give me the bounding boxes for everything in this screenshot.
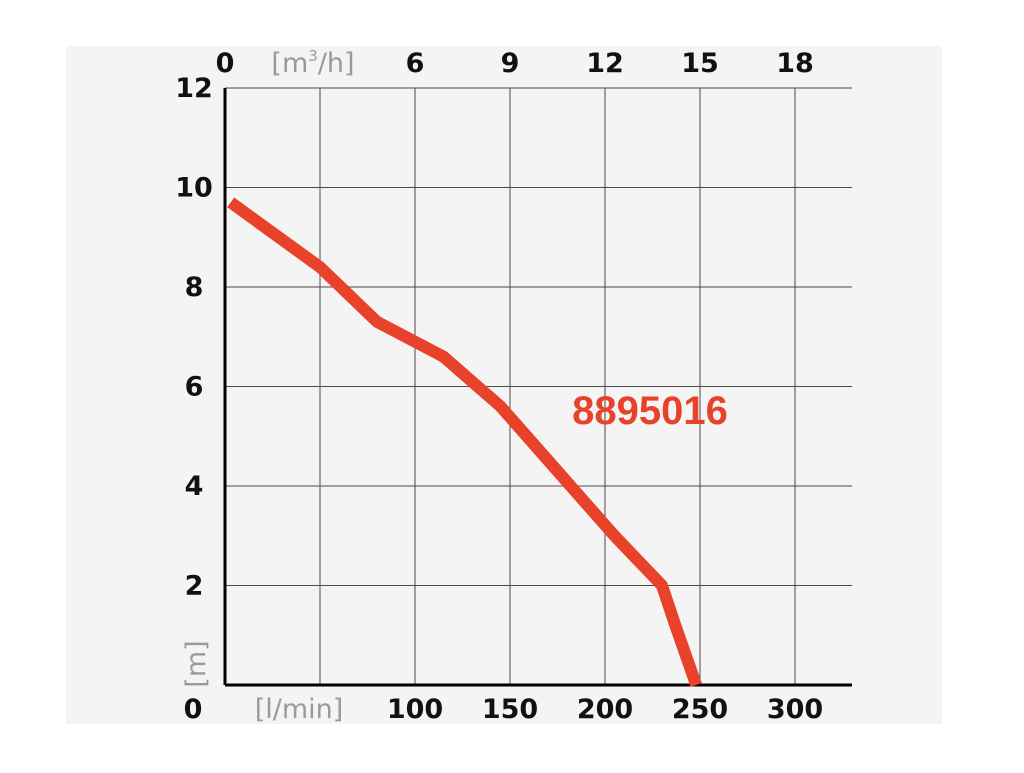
y-tick-labels: 2 4 6 8 10 12 [175,73,213,602]
x-top-label-post: /h] [318,48,355,79]
x-top-tick-12: 12 [586,48,624,79]
x-top-tick-0: 0 [216,48,235,79]
x-bottom-tick-300: 300 [767,694,823,725]
series-annotation: 8895016 [572,389,728,433]
y-tick-8: 8 [185,272,204,303]
bottom-tick-labels: 100 150 200 250 300 [387,694,823,725]
x-bottom-tick-150: 150 [482,694,538,725]
x-bottom-tick-200: 200 [577,694,633,725]
y-tick-4: 4 [185,471,204,502]
x-axis-label-bottom: [l/min] [255,694,344,725]
x-axis-label-top: [m3/h] [271,47,354,79]
horizontal-gridlines [225,87,852,586]
x-top-tick-18: 18 [776,48,814,79]
series-8895016-line [227,197,702,687]
origin-label: 0 [184,694,203,725]
x-bottom-tick-100: 100 [387,694,443,725]
x-top-tick-9: 9 [501,48,520,79]
x-top-tick-15: 15 [681,48,719,79]
x-bottom-tick-250: 250 [672,694,728,725]
x-top-label-pre: [m [271,48,308,79]
chart-panel [66,46,942,724]
y-axis-label: [m] [181,640,212,687]
y-tick-2: 2 [185,571,204,602]
y-tick-10: 10 [175,173,213,204]
x-top-tick-6: 6 [406,48,425,79]
x-top-label-sup: 3 [308,47,318,65]
top-tick-labels: 0 6 9 12 15 18 [216,48,814,79]
y-tick-6: 6 [185,372,204,403]
y-tick-12: 12 [175,73,213,104]
